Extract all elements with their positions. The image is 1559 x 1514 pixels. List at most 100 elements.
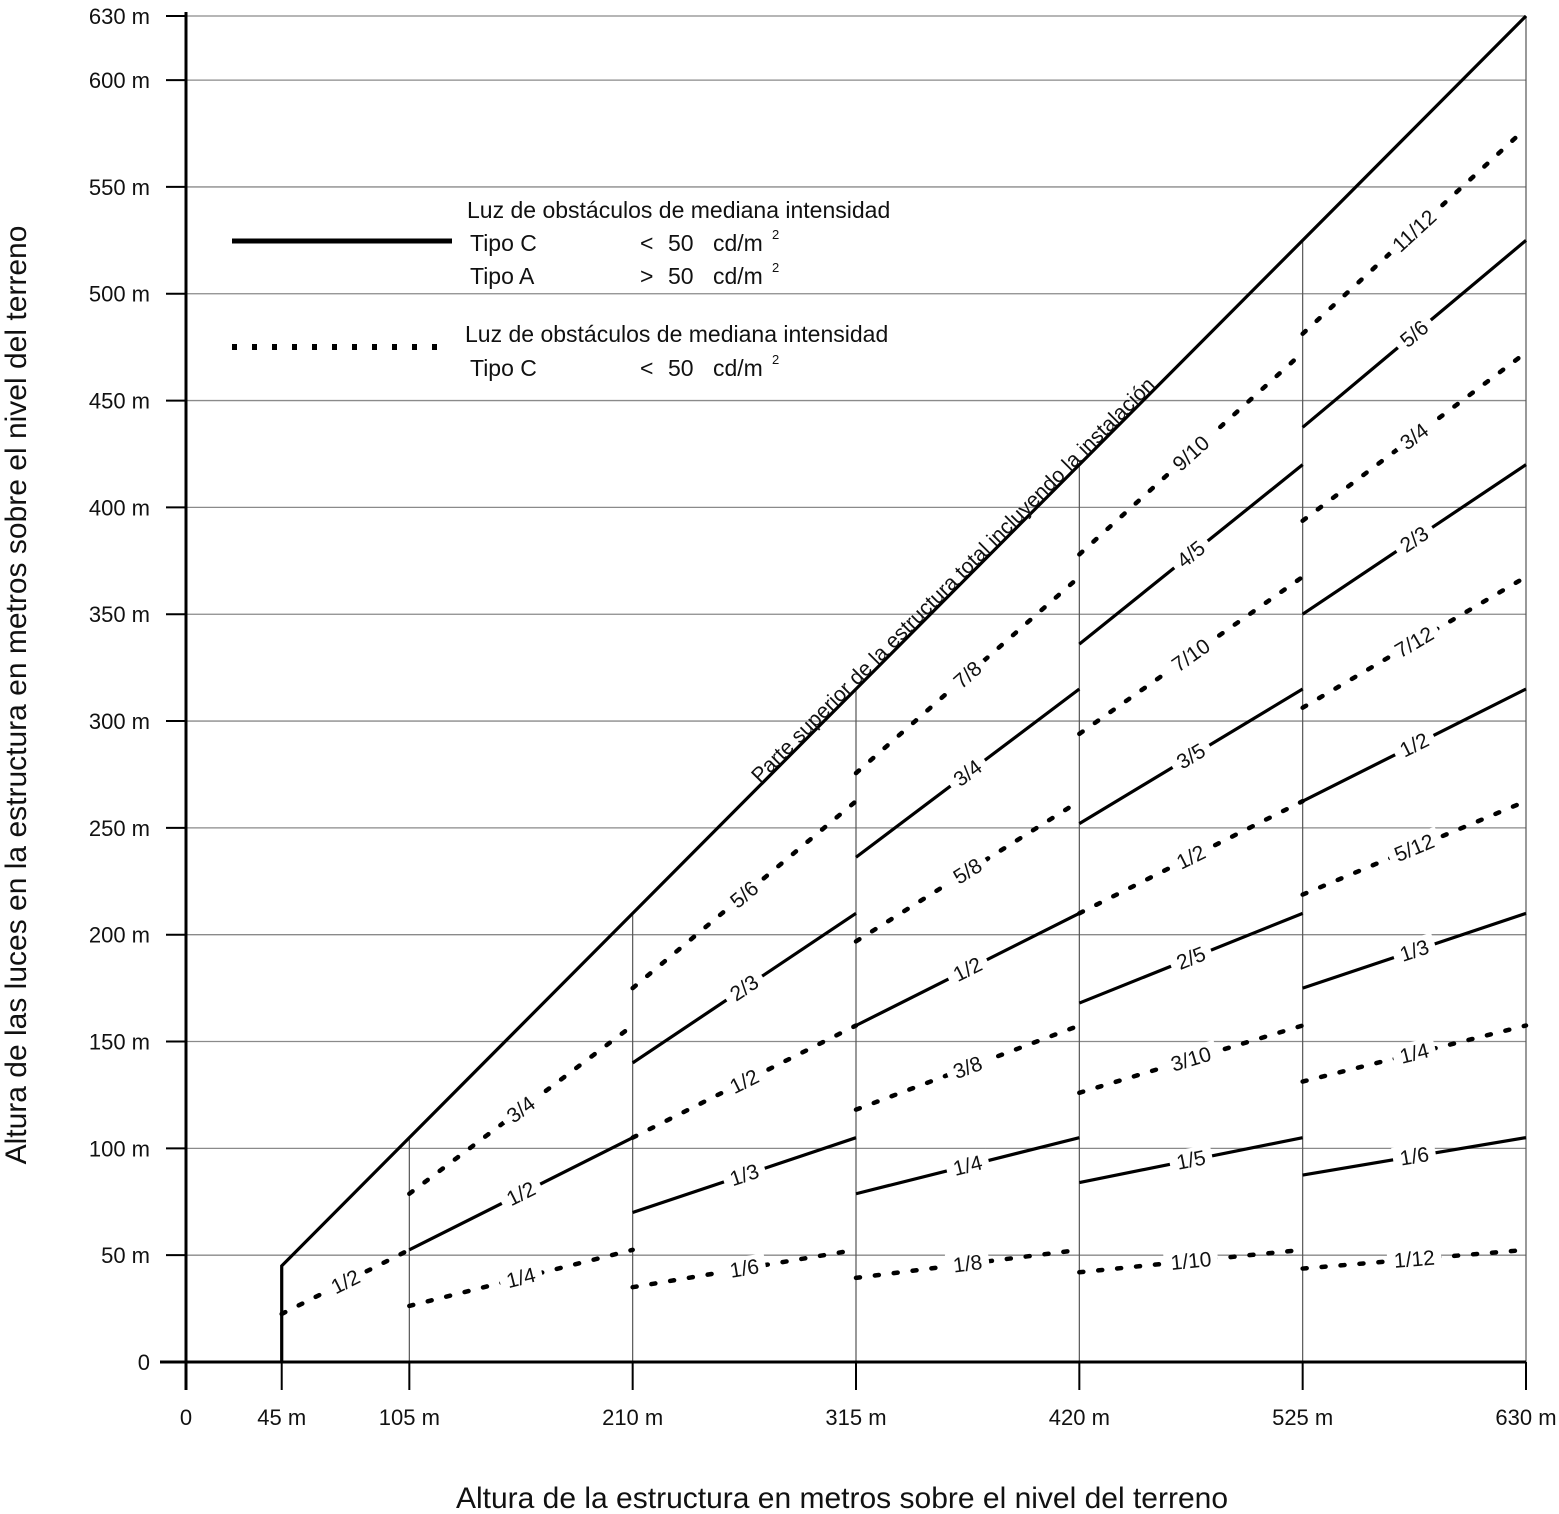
line-label-group: 7/10 bbox=[1162, 630, 1219, 680]
line-label-bg bbox=[1391, 1140, 1438, 1170]
line-label-bg bbox=[1382, 200, 1446, 261]
legend-solid-row2-type: Tipo A bbox=[470, 263, 535, 289]
line-label-bg bbox=[943, 949, 992, 989]
y-tick-label: 50 m bbox=[101, 1243, 150, 1268]
line-1-3-4 bbox=[407, 1023, 635, 1196]
line-label-bg bbox=[497, 1260, 545, 1293]
line-0-1-2 bbox=[279, 1247, 412, 1317]
line-label-bg bbox=[1162, 1246, 1219, 1274]
line-label-bg bbox=[1384, 618, 1443, 665]
line-label-group: 5/12 bbox=[1384, 826, 1444, 868]
line-5-7-12 bbox=[1300, 574, 1529, 710]
line-label: 3/10 bbox=[1168, 1043, 1214, 1077]
line-5-3-4 bbox=[1300, 350, 1529, 523]
line-label-group: 4/5 bbox=[1166, 531, 1215, 576]
legend-solid-title: Luz de obstáculos de mediana intensidad bbox=[467, 197, 890, 223]
tick-labels: 0 50 m 100 m 150 m 200 m 250 m 300 m 350 m 400 m… bbox=[89, 4, 1557, 1430]
line-label: 1/10 bbox=[1170, 1248, 1213, 1275]
line-label: 1/8 bbox=[952, 1251, 984, 1277]
line-label-bg bbox=[719, 1061, 769, 1101]
line-label-bg bbox=[943, 651, 991, 697]
line-label: 1/4 bbox=[504, 1264, 538, 1293]
line-label-bg bbox=[496, 1087, 545, 1131]
line-label-group: 1/2 bbox=[943, 949, 992, 989]
legend-dotted-row1-sup: 2 bbox=[772, 352, 779, 367]
y-tick-label: 500 m bbox=[89, 282, 150, 307]
y-tick-label: 250 m bbox=[89, 816, 150, 841]
line-label-bg bbox=[943, 849, 992, 892]
line-label-group: 1/5 bbox=[1167, 1144, 1215, 1175]
legend-solid-row2-op: > bbox=[640, 263, 653, 289]
line-label-group: 1/6 bbox=[1391, 1140, 1438, 1171]
line-label-bg bbox=[1162, 426, 1218, 479]
legend-dotted-row1-value: 50 bbox=[668, 355, 694, 381]
line-label-bg bbox=[944, 1249, 991, 1277]
line-label-bg bbox=[1167, 1144, 1215, 1175]
line-label-bg bbox=[1389, 517, 1438, 560]
y-tick-label: 400 m bbox=[89, 495, 150, 520]
line-label-group: 5/6 bbox=[720, 871, 768, 917]
line-label-bg bbox=[320, 1261, 370, 1301]
y-tick-label: 0 bbox=[138, 1350, 150, 1375]
line-label-group: 1/8 bbox=[944, 1249, 991, 1278]
line-label-bg bbox=[943, 750, 991, 795]
line-label-bg bbox=[1389, 414, 1438, 458]
line-label-group: 1/2 bbox=[1389, 724, 1439, 764]
y-tick-label: 350 m bbox=[89, 602, 150, 627]
line-label-group: 3/10 bbox=[1161, 1039, 1220, 1077]
line-label-group: 2/3 bbox=[1389, 517, 1438, 560]
legend-solid-row2-sup: 2 bbox=[772, 260, 779, 275]
x-tick-label: 630 m bbox=[1495, 1405, 1556, 1430]
line-5-5-12 bbox=[1300, 798, 1529, 897]
y-tick-label: 550 m bbox=[89, 175, 150, 200]
y-tick-label: 630 m bbox=[89, 4, 150, 29]
x-tick-label: 210 m bbox=[602, 1405, 663, 1430]
line-label-group: 3/5 bbox=[1166, 734, 1215, 776]
line-3-7-8 bbox=[853, 574, 1082, 776]
legend-dotted-row1-unit: cd/m bbox=[713, 355, 763, 381]
line-label-bg bbox=[1390, 1036, 1438, 1069]
line-label-group: 3/4 bbox=[943, 750, 991, 795]
line-label-group: 9/10 bbox=[1162, 426, 1218, 479]
line-label-bg bbox=[1166, 734, 1215, 776]
line-label-bg bbox=[1161, 1039, 1220, 1077]
top-structure-line bbox=[280, 14, 1528, 1362]
x-tick-label: 105 m bbox=[379, 1405, 440, 1430]
y-tick-label: 600 m bbox=[89, 68, 150, 93]
line-label-bg bbox=[720, 871, 768, 917]
line-label-group: 11/12 bbox=[1382, 200, 1446, 261]
line-label: 5/12 bbox=[1391, 830, 1438, 867]
y-tick-label: 450 m bbox=[89, 389, 150, 414]
line-label-group: 2/3 bbox=[719, 966, 768, 1009]
line-label: 1/6 bbox=[728, 1255, 761, 1283]
line-label-group: 1/4 bbox=[943, 1148, 991, 1181]
line-label-group: 1/6 bbox=[721, 1253, 768, 1283]
line-label: 1/4 bbox=[951, 1151, 985, 1180]
line-label-bg bbox=[1386, 1245, 1443, 1272]
line-label-bg bbox=[496, 1173, 545, 1213]
line-label-group: 5/8 bbox=[943, 849, 992, 892]
line-label-group: 1/3 bbox=[720, 1156, 768, 1192]
legend-solid-row1-value: 50 bbox=[668, 230, 694, 256]
legend-solid-row1-sup: 2 bbox=[772, 227, 779, 242]
x-tick-label: 315 m bbox=[825, 1405, 886, 1430]
line-label-group: 3/8 bbox=[943, 1048, 992, 1085]
line-label-group: 1/3 bbox=[1390, 932, 1438, 968]
legend-solid-row1-type: Tipo C bbox=[470, 230, 537, 256]
line-label-bg bbox=[1166, 836, 1215, 876]
legend-dotted-title: Luz de obstáculos de mediana intensidad bbox=[465, 321, 888, 347]
x-axis-title: Altura de la estructura en metros sobre … bbox=[456, 1482, 1228, 1514]
y-tick-label: 100 m bbox=[89, 1136, 150, 1161]
line-label-bg bbox=[1390, 310, 1438, 356]
line-label: 1/6 bbox=[1398, 1143, 1431, 1171]
axes bbox=[160, 12, 1526, 1390]
top-structure-label: Parte superior de la estructura total in… bbox=[747, 373, 1159, 787]
y-tick-label: 150 m bbox=[89, 1030, 150, 1055]
line-label: 1/5 bbox=[1175, 1146, 1208, 1174]
x-tick-label: 0 bbox=[180, 1405, 192, 1430]
line-label-bg bbox=[943, 1048, 992, 1085]
y-tick-label: 200 m bbox=[89, 923, 150, 948]
legend: Luz de obstáculos de mediana intensidad … bbox=[232, 197, 890, 381]
line-label-group: 3/4 bbox=[1389, 414, 1438, 458]
